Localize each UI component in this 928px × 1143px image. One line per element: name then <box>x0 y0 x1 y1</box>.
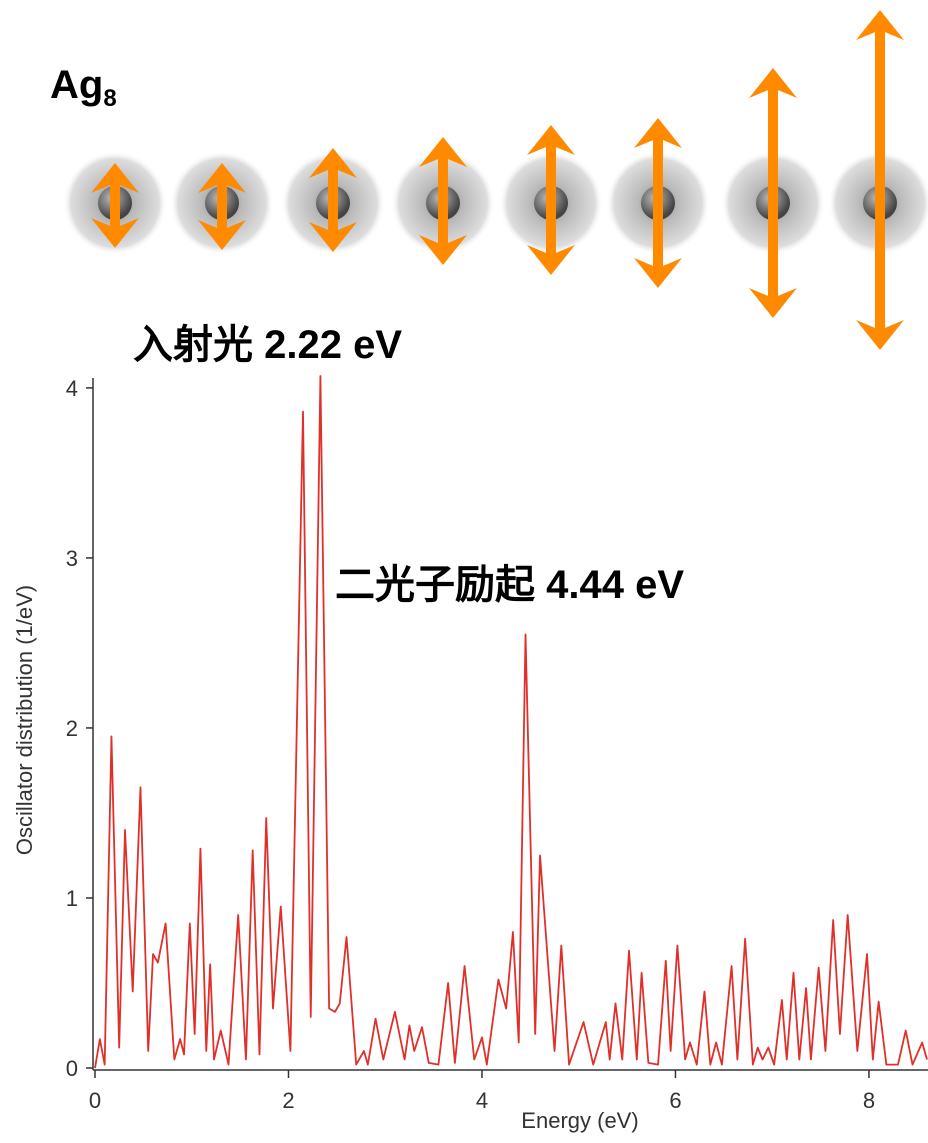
x-tick-label: 8 <box>863 1088 875 1113</box>
spectrum-line <box>95 376 927 1068</box>
y-tick-label: 1 <box>66 886 78 911</box>
y-tick-label: 2 <box>66 716 78 741</box>
y-tick-label: 3 <box>66 546 78 571</box>
y-tick-label: 0 <box>66 1056 78 1081</box>
y-axis-label: Oscillator distribution (1/eV) <box>12 585 37 855</box>
annotation: 入射光 2.22 eV <box>133 323 402 367</box>
title: Ag8 <box>50 63 117 112</box>
x-axis-label: Energy (eV) <box>521 1108 638 1133</box>
y-tick-label: 4 <box>66 376 78 401</box>
title-text: Ag <box>50 63 103 107</box>
plot: 0 1 2 3 4 0 2 4 6 8 <box>66 376 927 1113</box>
x-tick-label: 4 <box>476 1088 488 1113</box>
x-tick-label: 2 <box>282 1088 294 1113</box>
annotation: 二光子励起 4.44 eV <box>335 563 684 607</box>
figure: Ag8 入射光 2.22 eV 二光子励起 4.44 eV Energy (eV… <box>0 0 928 1143</box>
x-tick-label: 6 <box>669 1088 681 1113</box>
title-subscript: 8 <box>103 85 116 112</box>
x-tick-label: 0 <box>89 1088 101 1113</box>
atom-row <box>63 10 928 350</box>
